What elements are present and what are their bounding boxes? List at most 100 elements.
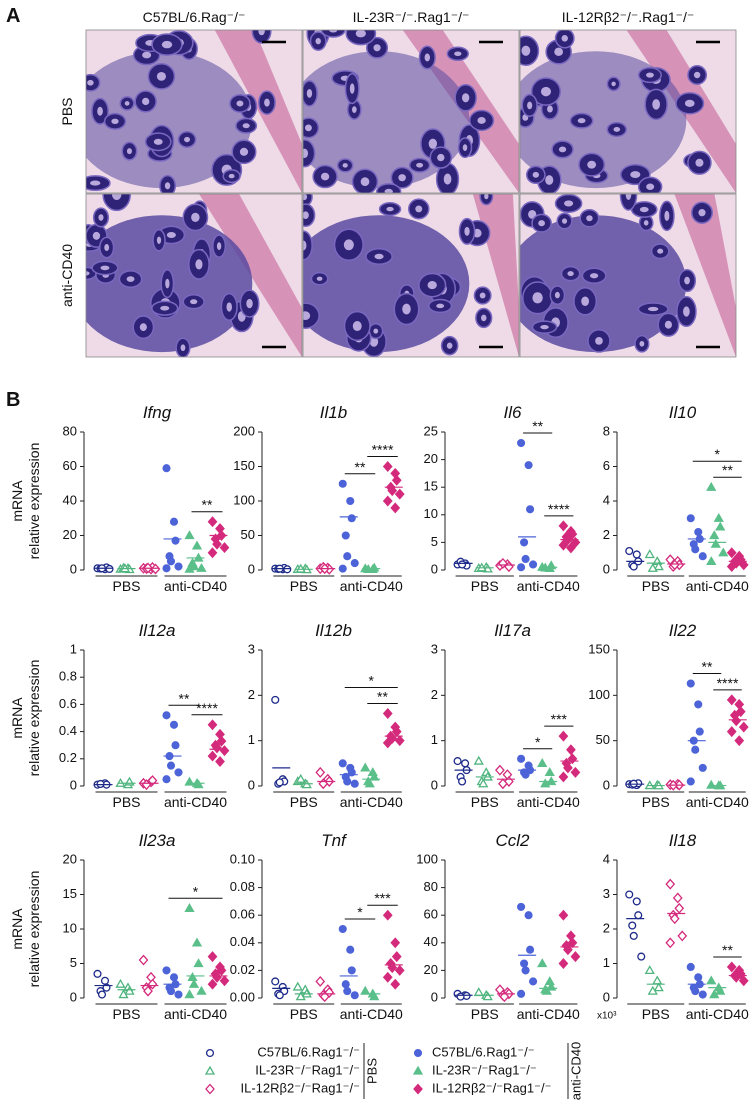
data-point <box>193 779 204 789</box>
significance-label: **** <box>717 675 739 691</box>
data-point <box>691 545 700 554</box>
data-point <box>207 547 218 559</box>
crypt-lumen <box>304 124 312 132</box>
data-point <box>390 937 401 949</box>
legend-marker <box>205 1083 215 1095</box>
crypt <box>303 302 320 329</box>
data-point <box>738 721 749 733</box>
data-point <box>520 959 529 968</box>
data-point <box>343 552 352 561</box>
crypt-lumen <box>437 153 445 162</box>
y-axis-label: relative expression <box>26 871 42 988</box>
crypt-lumen <box>477 116 486 124</box>
y-tick-label: 0.08 <box>230 879 255 894</box>
row-label: PBS <box>59 97 75 125</box>
data-point <box>382 461 393 472</box>
chart-title: Il6 <box>504 403 523 422</box>
data-point <box>105 564 114 574</box>
column-header: IL-23R⁻/⁻.Rag1⁻/⁻ <box>353 9 470 25</box>
crypt <box>479 194 494 206</box>
crypt-lumen <box>554 47 564 57</box>
crypt-lumen <box>554 291 560 299</box>
histology-image <box>303 30 519 193</box>
crypt-lumen <box>352 106 357 113</box>
crypt-lumen <box>139 323 147 332</box>
data-point <box>644 549 655 559</box>
data-point <box>207 978 218 990</box>
crypt-lumen <box>587 160 597 169</box>
muscle-layer <box>674 194 736 357</box>
data-point <box>558 520 569 532</box>
crypt-lumen <box>558 146 567 153</box>
significance-label: ** <box>722 942 733 958</box>
crypt-lumen <box>374 253 384 260</box>
crypt-lumen <box>652 99 660 110</box>
data-point <box>521 554 530 564</box>
crypt-lumen <box>683 306 690 317</box>
significance-label: *** <box>374 890 391 906</box>
panel-label: A <box>6 5 20 27</box>
data-point <box>124 985 135 995</box>
crypt-lumen <box>100 265 110 271</box>
crypt-lumen <box>98 214 104 221</box>
data-point <box>369 771 380 781</box>
crypt <box>303 139 316 168</box>
data-point <box>686 777 695 786</box>
data-point <box>100 976 110 985</box>
y-tick-label: 0.6 <box>59 696 77 711</box>
crypt-lumen <box>126 276 135 282</box>
crypt-lumen <box>461 93 470 103</box>
significance-label: * <box>357 904 363 920</box>
data-point <box>706 556 717 566</box>
crypt-lumen <box>228 173 235 179</box>
data-point <box>526 505 535 514</box>
data-point <box>478 778 489 788</box>
crypt-lumen <box>446 342 453 349</box>
x-group-label: PBS <box>112 794 140 810</box>
data-point <box>184 530 195 540</box>
data-point <box>138 954 149 966</box>
data-point <box>350 559 359 568</box>
x-group-label: anti-CD40 <box>164 1006 227 1022</box>
data-point <box>275 778 284 787</box>
data-point <box>637 952 646 961</box>
y-tick-label: 20 <box>63 851 77 866</box>
data-point <box>706 975 717 985</box>
x-group-label: PBS <box>471 794 499 810</box>
data-point <box>343 987 352 996</box>
y-tick-label: 0 <box>603 777 610 792</box>
data-point <box>665 937 676 949</box>
data-point <box>390 502 401 514</box>
crypt-lumen <box>664 320 672 329</box>
data-point <box>364 778 375 788</box>
crypt-lumen <box>320 172 330 181</box>
data-point <box>360 985 371 995</box>
x-group-label: anti-CD40 <box>686 578 749 594</box>
data-point <box>212 742 222 754</box>
chart-title: Il12a <box>139 621 176 640</box>
crypt-lumen <box>590 273 599 279</box>
x-group-label: anti-CD40 <box>340 578 403 594</box>
data-point <box>171 741 180 750</box>
crypt-lumen <box>239 147 249 156</box>
crypt-lumen <box>303 194 308 201</box>
legend-group-label: PBS <box>364 1058 379 1084</box>
crypt-lumen <box>521 45 531 56</box>
data-point <box>517 563 526 572</box>
crypt-lumen <box>315 37 321 45</box>
data-point <box>219 975 230 987</box>
x-group-label: anti-CD40 <box>517 794 580 810</box>
data-point <box>529 560 538 569</box>
data-point <box>275 991 284 1000</box>
data-point <box>653 982 664 992</box>
data-point <box>520 538 529 547</box>
image-border <box>302 193 520 358</box>
y-tick-label: 0.10 <box>230 851 255 866</box>
data-point <box>196 562 207 572</box>
data-point <box>495 764 505 776</box>
data-point <box>694 700 703 709</box>
data-point <box>369 991 380 1001</box>
crypt-lumen <box>87 79 94 86</box>
data-point <box>677 930 688 942</box>
crypt-lumen <box>384 188 393 193</box>
